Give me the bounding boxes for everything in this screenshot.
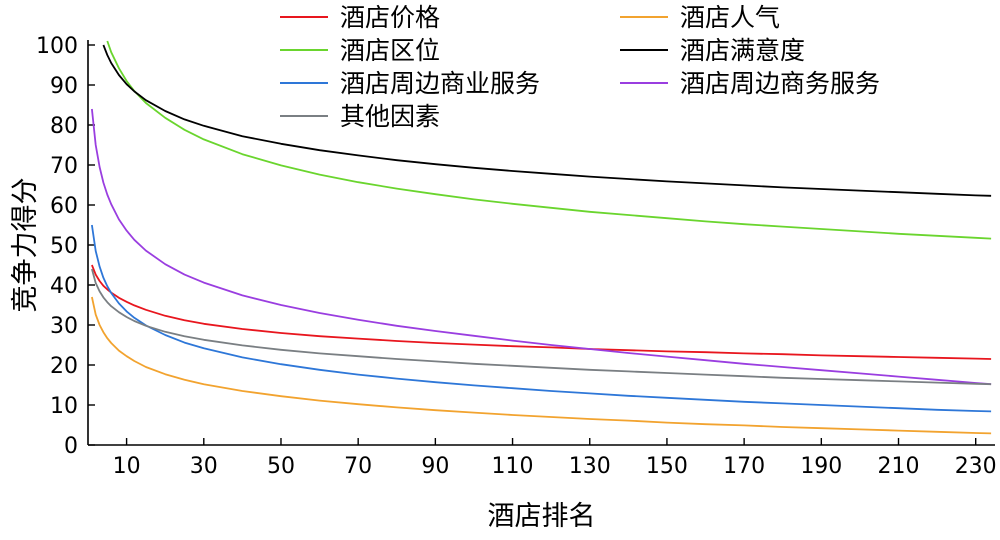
series-line bbox=[102, 44, 992, 197]
x-tick-label: 10 bbox=[113, 454, 141, 479]
y-axis-title: 竞争力得分 bbox=[10, 178, 41, 313]
series-lines bbox=[91, 40, 992, 435]
series-line bbox=[106, 40, 992, 240]
series-line bbox=[91, 268, 992, 386]
y-tick-label: 100 bbox=[36, 34, 78, 59]
x-tick-label: 70 bbox=[344, 454, 372, 479]
series-line bbox=[91, 224, 992, 413]
y-tick-label: 50 bbox=[50, 234, 78, 259]
x-tick-label: 50 bbox=[267, 454, 295, 479]
y-tick-label: 10 bbox=[50, 394, 78, 419]
x-tick-label: 30 bbox=[190, 454, 218, 479]
y-tick-label: 40 bbox=[50, 274, 78, 299]
series-line bbox=[91, 264, 992, 360]
x-tick-label: 210 bbox=[878, 454, 920, 479]
legend-label: 酒店价格 bbox=[340, 3, 440, 32]
legend-label: 其他因素 bbox=[340, 102, 440, 131]
x-tick-label: 110 bbox=[492, 454, 534, 479]
legend-label: 酒店人气 bbox=[680, 3, 780, 32]
x-tick-label: 190 bbox=[800, 454, 842, 479]
x-tick-label: 230 bbox=[955, 454, 997, 479]
y-tick-label: 70 bbox=[50, 154, 78, 179]
y-tick-label: 20 bbox=[50, 354, 78, 379]
x-tick-label: 150 bbox=[646, 454, 688, 479]
x-axis-title: 酒店排名 bbox=[488, 501, 596, 532]
y-tick-label: 30 bbox=[50, 314, 78, 339]
series-line bbox=[91, 296, 992, 435]
y-tick-label: 60 bbox=[50, 194, 78, 219]
y-tick-label: 0 bbox=[64, 434, 78, 459]
x-tick-label: 130 bbox=[569, 454, 611, 479]
x-tick-label: 170 bbox=[723, 454, 765, 479]
x-tick-label: 90 bbox=[421, 454, 449, 479]
series-line bbox=[91, 108, 992, 386]
y-tick-label: 80 bbox=[50, 114, 78, 139]
legend-label: 酒店周边商业服务 bbox=[340, 69, 540, 98]
legend-label: 酒店区位 bbox=[340, 36, 440, 65]
legend-label: 酒店满意度 bbox=[680, 36, 805, 65]
legend-label: 酒店周边商务服务 bbox=[680, 69, 880, 98]
axes: 0 10 20 30 40 50 60 70 80 90 100 10 30 50 70 90 110 130 15… bbox=[36, 34, 997, 479]
y-tick-label: 90 bbox=[50, 74, 78, 99]
